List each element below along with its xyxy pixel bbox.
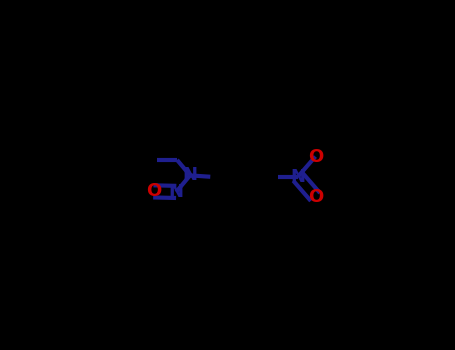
Text: O: O xyxy=(308,188,323,206)
Text: N: N xyxy=(182,166,197,184)
Text: N: N xyxy=(290,168,305,186)
Text: O: O xyxy=(308,148,323,166)
Text: O: O xyxy=(146,182,161,201)
Text: N: N xyxy=(169,183,184,201)
